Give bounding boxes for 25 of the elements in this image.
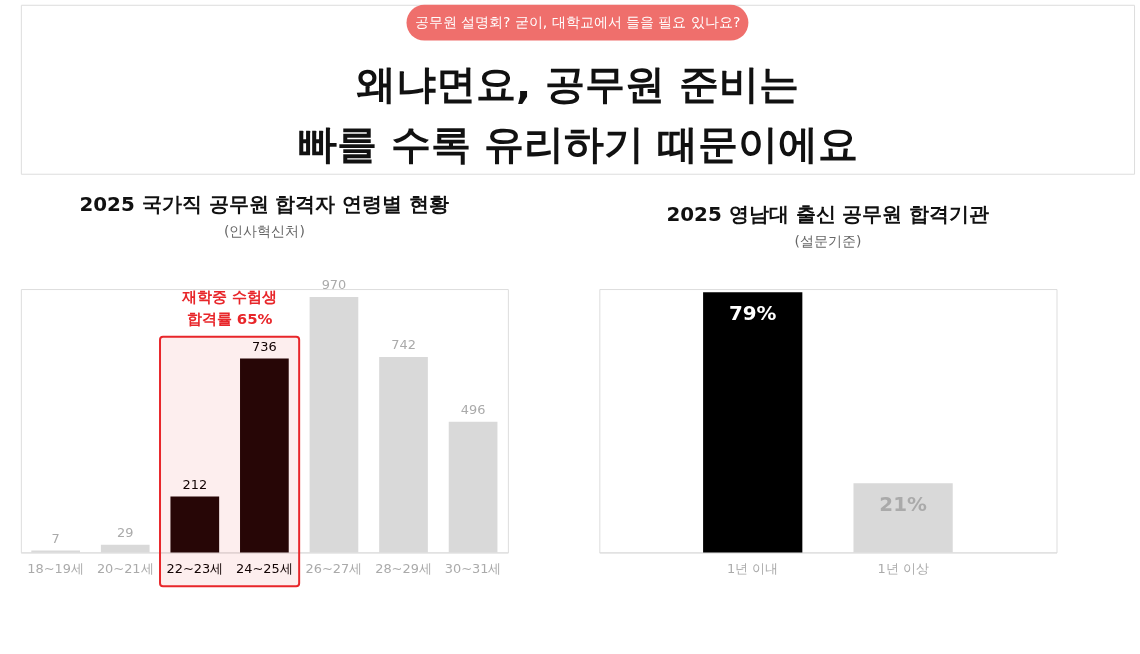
chart-subtitle: (설문기준): [794, 233, 862, 250]
chart-subtitle: (인사혁신처): [223, 223, 305, 240]
x-tick-label: 20~21세: [96, 560, 154, 576]
chart-title: 2025 국가직 공무원 합격자 연령별 현황: [79, 193, 450, 217]
data-label: 7: [51, 530, 60, 546]
data-label: 742: [391, 337, 416, 353]
chart-title: 2025 영남대 출신 공무원 합격기관: [666, 203, 990, 227]
x-tick-label: 1년 이내: [727, 560, 779, 576]
text: 공무원 설명회? 굳이, 대학교에서 들을 필요 있나요?: [414, 13, 741, 30]
x-tick-label: 28~29세: [375, 560, 432, 576]
band-label: 재학중 수험생 합격률 65%: [181, 287, 278, 328]
data-label: 79%: [728, 302, 777, 326]
x-tick-label: 30~31세: [444, 560, 502, 576]
bar: [170, 496, 220, 553]
x-tick-label: 22~23세: [166, 560, 224, 576]
data-label: 29: [117, 524, 134, 540]
data-label: 212: [182, 476, 208, 492]
x-tick-label: 1년 이상: [877, 560, 929, 576]
data-label: 496: [460, 401, 486, 417]
data-label: 970: [321, 277, 347, 292]
x-tick-label: 26~27세: [305, 560, 363, 576]
x-tick-label: 24~25세: [236, 560, 293, 576]
data-label: 736: [252, 338, 277, 354]
x-tick-label: 18~19세: [27, 560, 84, 576]
text: 왜냐면요, 공무원 준비는 빠를 수록 유리하기 때문이에요: [296, 61, 859, 167]
